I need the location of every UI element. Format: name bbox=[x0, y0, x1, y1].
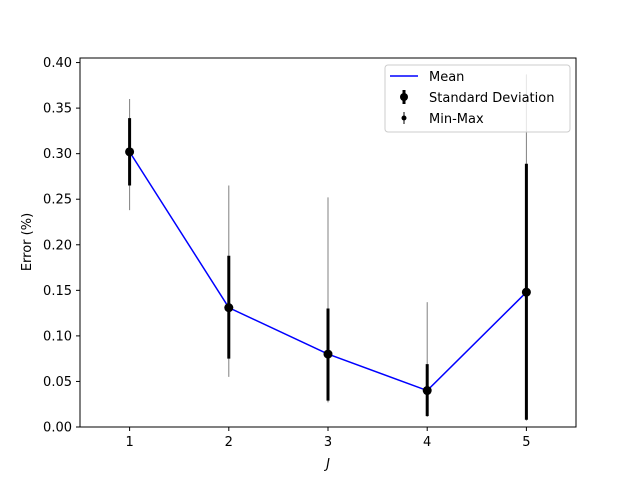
y-tick-label-0.40: 0.40 bbox=[43, 56, 72, 71]
legend-std-swatch-marker bbox=[400, 93, 408, 101]
y-tick-label-0.20: 0.20 bbox=[43, 238, 72, 253]
mean-marker-5 bbox=[521, 287, 531, 297]
mean-marker-3 bbox=[323, 349, 333, 359]
mean-marker-2 bbox=[224, 303, 234, 313]
x-tick-label-3: 3 bbox=[324, 435, 332, 450]
y-tick-label-0.10: 0.10 bbox=[43, 329, 72, 344]
x-tick-label-5: 5 bbox=[522, 435, 530, 450]
y-axis: 0.00 0.05 0.10 0.15 0.20 0.25 0.30 0.35 0.40 bbox=[43, 56, 80, 436]
mean-marker-1 bbox=[125, 147, 135, 157]
x-tick-label-4: 4 bbox=[423, 435, 431, 450]
legend-mean-label: Mean bbox=[429, 70, 464, 85]
plot-area bbox=[125, 74, 531, 421]
x-axis: 1 2 3 4 5 bbox=[125, 427, 531, 450]
y-tick-label-0.30: 0.30 bbox=[43, 147, 72, 162]
legend-minmax-swatch-marker bbox=[401, 115, 407, 121]
x-axis-label: J bbox=[323, 457, 330, 472]
y-tick-label-0.35: 0.35 bbox=[43, 102, 72, 117]
legend: Mean Standard Deviation Min-Max bbox=[384, 64, 571, 133]
y-axis-label: Error (%) bbox=[20, 213, 35, 271]
x-tick-label-2: 2 bbox=[225, 435, 233, 450]
x-tick-label-1: 1 bbox=[125, 435, 133, 450]
y-tick-label-0.25: 0.25 bbox=[43, 193, 72, 208]
y-tick-label-0.05: 0.05 bbox=[43, 375, 72, 390]
legend-frame bbox=[384, 64, 571, 133]
mean-marker-4 bbox=[422, 386, 432, 396]
legend-minmax-label: Min-Max bbox=[429, 112, 484, 127]
legend-std-label: Standard Deviation bbox=[429, 91, 554, 106]
y-tick-label-0.00: 0.00 bbox=[43, 421, 72, 436]
y-tick-label-0.15: 0.15 bbox=[43, 284, 72, 299]
